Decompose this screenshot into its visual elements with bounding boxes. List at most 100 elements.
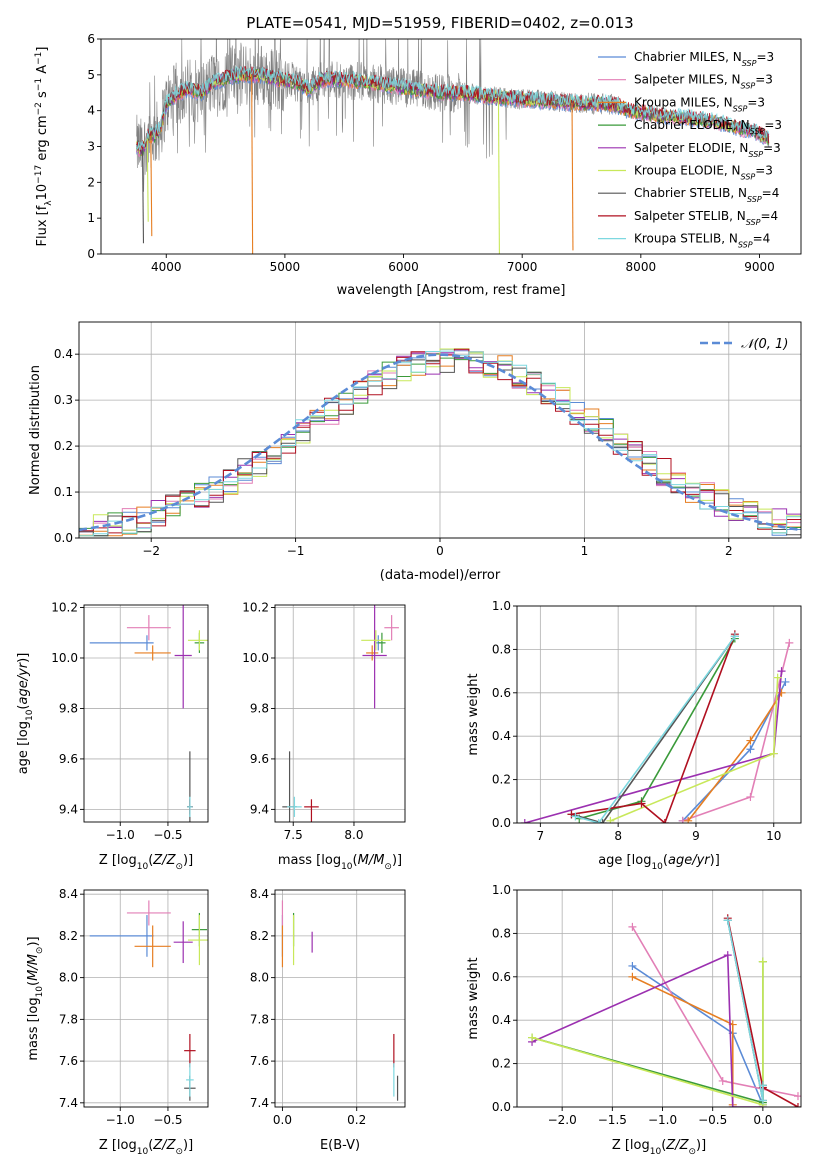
point-marker-salpeter-elodie	[728, 1103, 737, 1107]
chart-residuals: −2 −1 0 1 2 0.0 0.1 0.2 0.3 0.4 (data-model)/error…	[28, 321, 802, 583]
y-tick-label: 9.8	[59, 701, 78, 715]
mw-age-xlabel: age [log10(age/yr)]	[598, 853, 720, 872]
mw-z-ylabel: mass weight	[466, 957, 481, 1039]
x-tick-label: 0.2	[347, 1113, 366, 1127]
x-tick-label: −2.0	[548, 1113, 577, 1127]
point-marker-kroupa-stelib	[723, 916, 732, 925]
y-tick-label: 2	[87, 175, 95, 189]
hist-ylabel: Normed distribution	[28, 365, 43, 495]
point-marker-salpeter-stelib	[793, 1103, 801, 1107]
y-tick-label: 7.8	[59, 1012, 78, 1026]
x-tick-label: −0.5	[698, 1113, 727, 1127]
model-dropout	[141, 150, 145, 244]
x-tick-label: −1.0	[106, 1113, 135, 1127]
y-tick-label: 7.4	[250, 1096, 269, 1110]
point-kroupa-elodie	[361, 630, 391, 651]
y-tick-label: 0.2	[54, 439, 73, 453]
point-marker-salpeter-stelib	[660, 819, 669, 823]
point-marker-kroupa-elodie	[606, 816, 615, 823]
point-kroupa-miles	[134, 645, 171, 661]
y-tick-label: 9.8	[250, 701, 269, 715]
y-tick-label: 0.6	[492, 970, 511, 984]
mass-ebv-xlabel: E(B-V)	[320, 1138, 360, 1153]
x-tick-label: 8000	[626, 260, 657, 274]
x-tick-label: 0.0	[753, 1113, 772, 1127]
x-tick-label: 8.0	[344, 828, 363, 842]
plot-area	[79, 348, 801, 537]
y-tick-label: 9.6	[250, 752, 269, 766]
y-tick-label: 10.0	[242, 651, 269, 665]
point-marker-salpeter-miles	[628, 922, 637, 931]
hist-step-chabrier-stelib	[79, 356, 801, 537]
y-tick-label: 7.8	[250, 1012, 269, 1026]
x-tick-label: −1.0	[648, 1113, 677, 1127]
series-line-chabrier-stelib	[571, 635, 736, 823]
series-line-kroupa-stelib	[575, 635, 736, 823]
mw-age-ylabel: mass weight	[466, 673, 481, 755]
legend-entry-salpeter-elodie: Salpeter ELODIE, NSSP=3	[634, 141, 781, 159]
x-tick-label: 10	[766, 829, 781, 843]
legend-entry-salpeter-stelib: Salpeter STELIB, NSSP=4	[634, 209, 778, 227]
plot-area	[282, 605, 399, 822]
model-spectrum-kroupa-stelib	[136, 65, 770, 151]
x-tick-label: 7000	[507, 260, 538, 274]
y-tick-label: 8.0	[250, 971, 269, 985]
y-tick-label: 0.4	[492, 1013, 511, 1027]
hist-step-kroupa-stelib	[79, 350, 801, 537]
y-tick-label: 9.4	[59, 802, 78, 816]
y-tick-label: 5	[87, 68, 95, 82]
legend-gaussian-label: 𝒩(0, 1)	[741, 337, 788, 352]
y-tick-label: 8.2	[59, 929, 78, 943]
mass-z-ylabel: mass [log10(M/M⊙)]	[26, 936, 45, 1060]
axes-frame	[274, 889, 406, 1108]
legend-entry-kroupa-miles: Kroupa MILES, NSSP=3	[634, 95, 765, 113]
point-salpeter-miles	[384, 615, 399, 641]
y-tick-label: 7.6	[59, 1054, 78, 1068]
x-tick-label: 2	[725, 544, 733, 558]
y-tick-label: 7.4	[59, 1096, 78, 1110]
chart-massweight-vs-z: −2.0 −1.5 −1.0 −0.5 0.0 0.0 0.2 0.4 0.6 0.8 1.0 Z […	[466, 883, 802, 1157]
point-marker-kroupa-stelib	[571, 812, 580, 821]
x-tick-label: 6000	[388, 260, 419, 274]
x-tick-label: −0.5	[153, 1113, 182, 1127]
age-z-xlabel: Z [log10(Z/Z⊙)]	[99, 853, 193, 872]
point-marker-kroupa-stelib	[758, 1081, 767, 1090]
x-tick-label: −2	[142, 544, 160, 558]
x-tick-label: −1.0	[106, 828, 135, 842]
plot-area	[528, 914, 801, 1107]
x-tick-label: 9000	[744, 260, 775, 274]
point-kroupa-miles	[366, 645, 379, 661]
axes-frame	[274, 604, 406, 823]
y-tick-label: 0.2	[492, 1057, 511, 1071]
point-kroupa-stelib	[187, 796, 193, 817]
chart-age-vs-z: −1.0 −0.5 9.4 9.6 9.8 10.0 10.2 Z [log10(Z/Z⊙)]…	[16, 601, 209, 872]
point-marker-kroupa-elodie	[758, 957, 767, 966]
x-tick-label: 1	[581, 544, 589, 558]
series-line-salpeter-stelib	[571, 633, 736, 823]
axes-frame	[83, 604, 209, 823]
axes-frame	[83, 889, 209, 1108]
age-z-ylabel: age [log10(age/yr)]	[16, 653, 35, 775]
axes-frame	[516, 889, 802, 1108]
model-dropout	[571, 102, 574, 251]
y-tick-label: 4	[87, 104, 95, 118]
legend-entry-chabrier-elodie: Chabrier ELODIE, NSSP=3	[634, 118, 782, 136]
x-tick-label: 0.0	[273, 1113, 292, 1127]
x-tick-label: −1	[287, 544, 305, 558]
x-tick-label: 4000	[151, 260, 182, 274]
x-tick-label: 7.5	[284, 828, 303, 842]
x-tick-label: −0.5	[153, 828, 182, 842]
charts-layer: 4000 5000 6000 7000 8000 9000 0 1 2 3 4 5 6 wavelengt…	[16, 32, 802, 1157]
point-marker-chabrier-miles	[628, 961, 637, 970]
x-tick-label: 0	[436, 544, 444, 558]
point-kroupa-stelib	[186, 1063, 194, 1097]
point-salpeter-miles	[126, 615, 171, 641]
spectrum-xlabel: wavelength [Angstrom, rest frame]	[337, 283, 566, 298]
point-marker-salpeter-elodie	[777, 667, 786, 676]
x-tick-label: 8	[614, 829, 622, 843]
point-salpeter-stelib	[304, 799, 319, 822]
y-tick-label: 0.6	[492, 686, 511, 700]
point-salpeter-stelib	[184, 1033, 196, 1068]
point-marker-kroupa-miles	[684, 816, 693, 823]
